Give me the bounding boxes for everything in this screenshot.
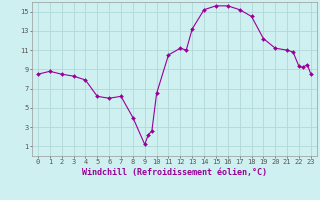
X-axis label: Windchill (Refroidissement éolien,°C): Windchill (Refroidissement éolien,°C) xyxy=(82,168,267,177)
